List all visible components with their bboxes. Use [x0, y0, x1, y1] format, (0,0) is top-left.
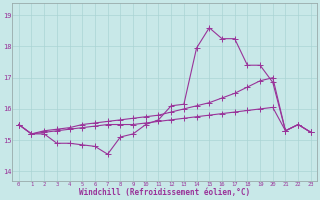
- X-axis label: Windchill (Refroidissement éolien,°C): Windchill (Refroidissement éolien,°C): [79, 188, 250, 197]
